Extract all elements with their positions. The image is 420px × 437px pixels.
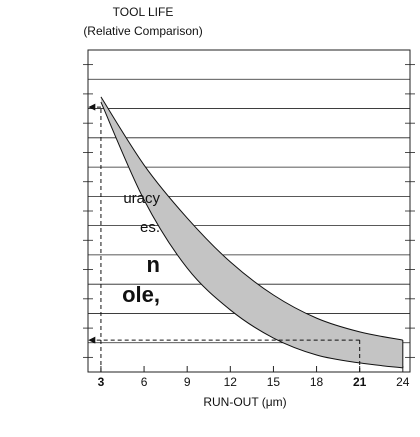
x-tick-label: 21	[353, 375, 367, 389]
side-text: uracy	[123, 190, 160, 207]
x-tick-label: 12	[224, 375, 238, 389]
chart-subtitle: (Relative Comparison)	[83, 24, 202, 38]
side-text: es.	[140, 219, 160, 236]
x-axis-label: RUN-OUT (μm)	[203, 395, 286, 409]
band-fill	[100, 96, 403, 368]
band-edge	[100, 96, 403, 341]
side-text: ole,	[122, 282, 160, 307]
x-tick-label: 9	[184, 375, 191, 389]
band-edge	[100, 101, 403, 369]
chart-title: TOOL LIFE	[113, 5, 174, 19]
side-text: n	[147, 252, 160, 277]
x-tick-label: 24	[396, 375, 410, 389]
plot-frame	[87, 49, 411, 373]
x-tick-label: 3	[98, 375, 105, 389]
x-tick-label: 18	[310, 375, 324, 389]
x-tick-label: 6	[141, 375, 148, 389]
x-tick-label: 15	[267, 375, 281, 389]
